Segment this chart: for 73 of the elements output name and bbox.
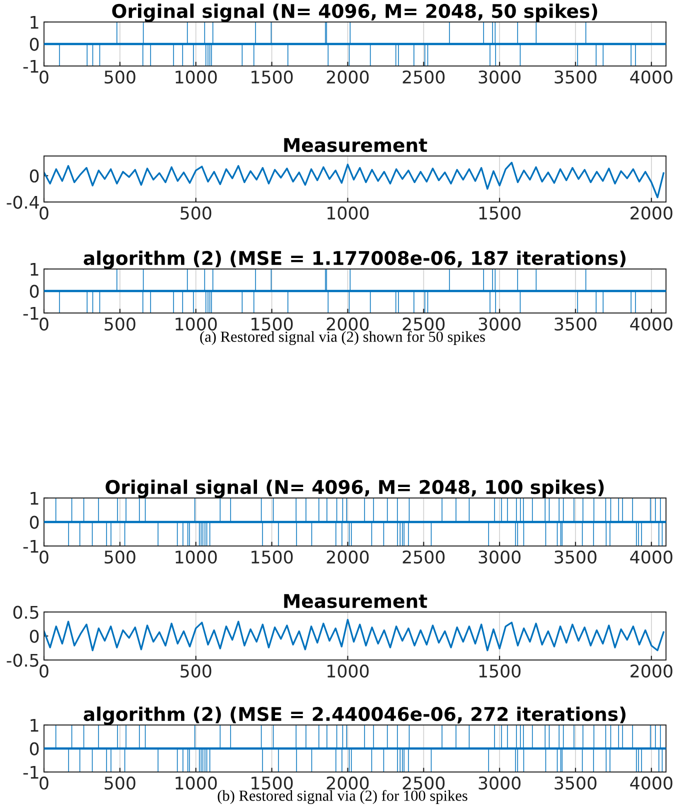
x-tick-label: 2000 bbox=[630, 206, 672, 220]
x-tick-label: 2000 bbox=[326, 776, 369, 790]
x-tick-label: 500 bbox=[104, 550, 136, 564]
x-tick-label: 4000 bbox=[630, 776, 672, 790]
x-tick-label: 500 bbox=[104, 70, 136, 84]
y-tick-label: 0 bbox=[30, 630, 39, 643]
y-tick-label: -1 bbox=[23, 60, 38, 73]
y-tick-label: 0.5 bbox=[13, 606, 38, 619]
x-tick-label: 0 bbox=[40, 317, 48, 331]
x-tick-label: 500 bbox=[104, 776, 136, 790]
x-tick-label: 2000 bbox=[326, 70, 369, 84]
y-tick-label: -0.5 bbox=[6, 654, 38, 667]
line-series bbox=[44, 618, 664, 652]
y-tick-label: -1 bbox=[23, 540, 38, 553]
x-tick-label: 500 bbox=[180, 206, 212, 220]
chart-title: Original signal (N= 4096, M= 2048, 100 spikes) bbox=[106, 480, 604, 498]
line-series bbox=[44, 162, 664, 198]
x-tick-label: 3500 bbox=[554, 776, 596, 790]
x-tick-label: 2000 bbox=[326, 550, 369, 564]
x-tick-label: 3500 bbox=[554, 70, 596, 84]
x-tick-label: 1500 bbox=[252, 550, 293, 564]
x-tick-label: 1000 bbox=[328, 664, 369, 678]
y-tick-label: 1 bbox=[30, 492, 38, 505]
x-tick-label: 2500 bbox=[402, 70, 445, 84]
x-tick-label: 1000 bbox=[176, 317, 217, 331]
chart-title: Measurement bbox=[284, 138, 428, 152]
x-tick-label: 4000 bbox=[630, 550, 672, 564]
x-tick-label: 0 bbox=[40, 206, 48, 220]
x-tick-label: 3500 bbox=[554, 550, 596, 564]
x-tick-label: 1500 bbox=[252, 776, 293, 790]
chart-title: Measurement bbox=[284, 594, 428, 608]
x-tick-label: 1500 bbox=[252, 317, 293, 331]
y-tick-label: 0 bbox=[30, 742, 39, 756]
y-tick-label: 0 bbox=[30, 38, 39, 51]
x-tick-label: 2000 bbox=[326, 317, 369, 331]
text: (a) Restored signal via (2) shown for 50 spikes bbox=[200, 330, 485, 346]
x-tick-label: 1500 bbox=[252, 70, 293, 84]
x-tick-label: 1500 bbox=[479, 206, 521, 220]
chart-title: algorithm (2) (MSE = 1.177008e-06, 187 iterations) bbox=[84, 250, 626, 269]
x-tick-label: 1000 bbox=[328, 206, 369, 220]
x-tick-label: 0 bbox=[40, 70, 48, 84]
x-tick-label: 4000 bbox=[630, 317, 672, 331]
x-tick-label: 4000 bbox=[630, 70, 672, 84]
chart-title: algorithm (2) (MSE = 2.440046e-06, 272 iterations) bbox=[84, 706, 626, 725]
x-tick-label: 1000 bbox=[176, 776, 217, 790]
text: (b) Restored signal via (2) for 100 spikes bbox=[218, 790, 468, 804]
x-tick-label: 1000 bbox=[176, 550, 217, 564]
y-tick-label: 0 bbox=[30, 516, 39, 529]
y-tick-label: 0 bbox=[30, 284, 39, 298]
x-tick-label: 1500 bbox=[479, 664, 521, 678]
x-tick-label: 3000 bbox=[478, 317, 521, 331]
y-tick-label: 1 bbox=[30, 262, 38, 276]
x-tick-label: 500 bbox=[104, 317, 136, 331]
x-tick-label: 3000 bbox=[478, 776, 521, 790]
x-tick-label: 2500 bbox=[402, 317, 445, 331]
x-tick-label: 500 bbox=[180, 664, 212, 678]
x-tick-label: 0 bbox=[40, 664, 48, 678]
y-tick-label: 1 bbox=[30, 718, 38, 732]
x-tick-label: 2500 bbox=[402, 550, 445, 564]
x-tick-label: 0 bbox=[40, 550, 48, 564]
x-tick-label: 3500 bbox=[554, 317, 596, 331]
y-tick-label: 1 bbox=[30, 16, 38, 29]
x-tick-label: 1000 bbox=[176, 70, 217, 84]
y-tick-label: 0 bbox=[30, 169, 39, 183]
x-tick-label: 2500 bbox=[402, 776, 445, 790]
y-tick-label: -0.4 bbox=[6, 196, 39, 209]
x-tick-label: 0 bbox=[40, 776, 48, 790]
x-tick-label: 3000 bbox=[478, 70, 521, 84]
chart-title: Original signal (N= 4096, M= 2048, 50 spikes) bbox=[112, 4, 598, 22]
x-tick-label: 2000 bbox=[630, 664, 672, 678]
y-tick-label: -1 bbox=[23, 306, 38, 320]
x-tick-label: 3000 bbox=[478, 550, 521, 564]
y-tick-label: -1 bbox=[23, 766, 38, 779]
